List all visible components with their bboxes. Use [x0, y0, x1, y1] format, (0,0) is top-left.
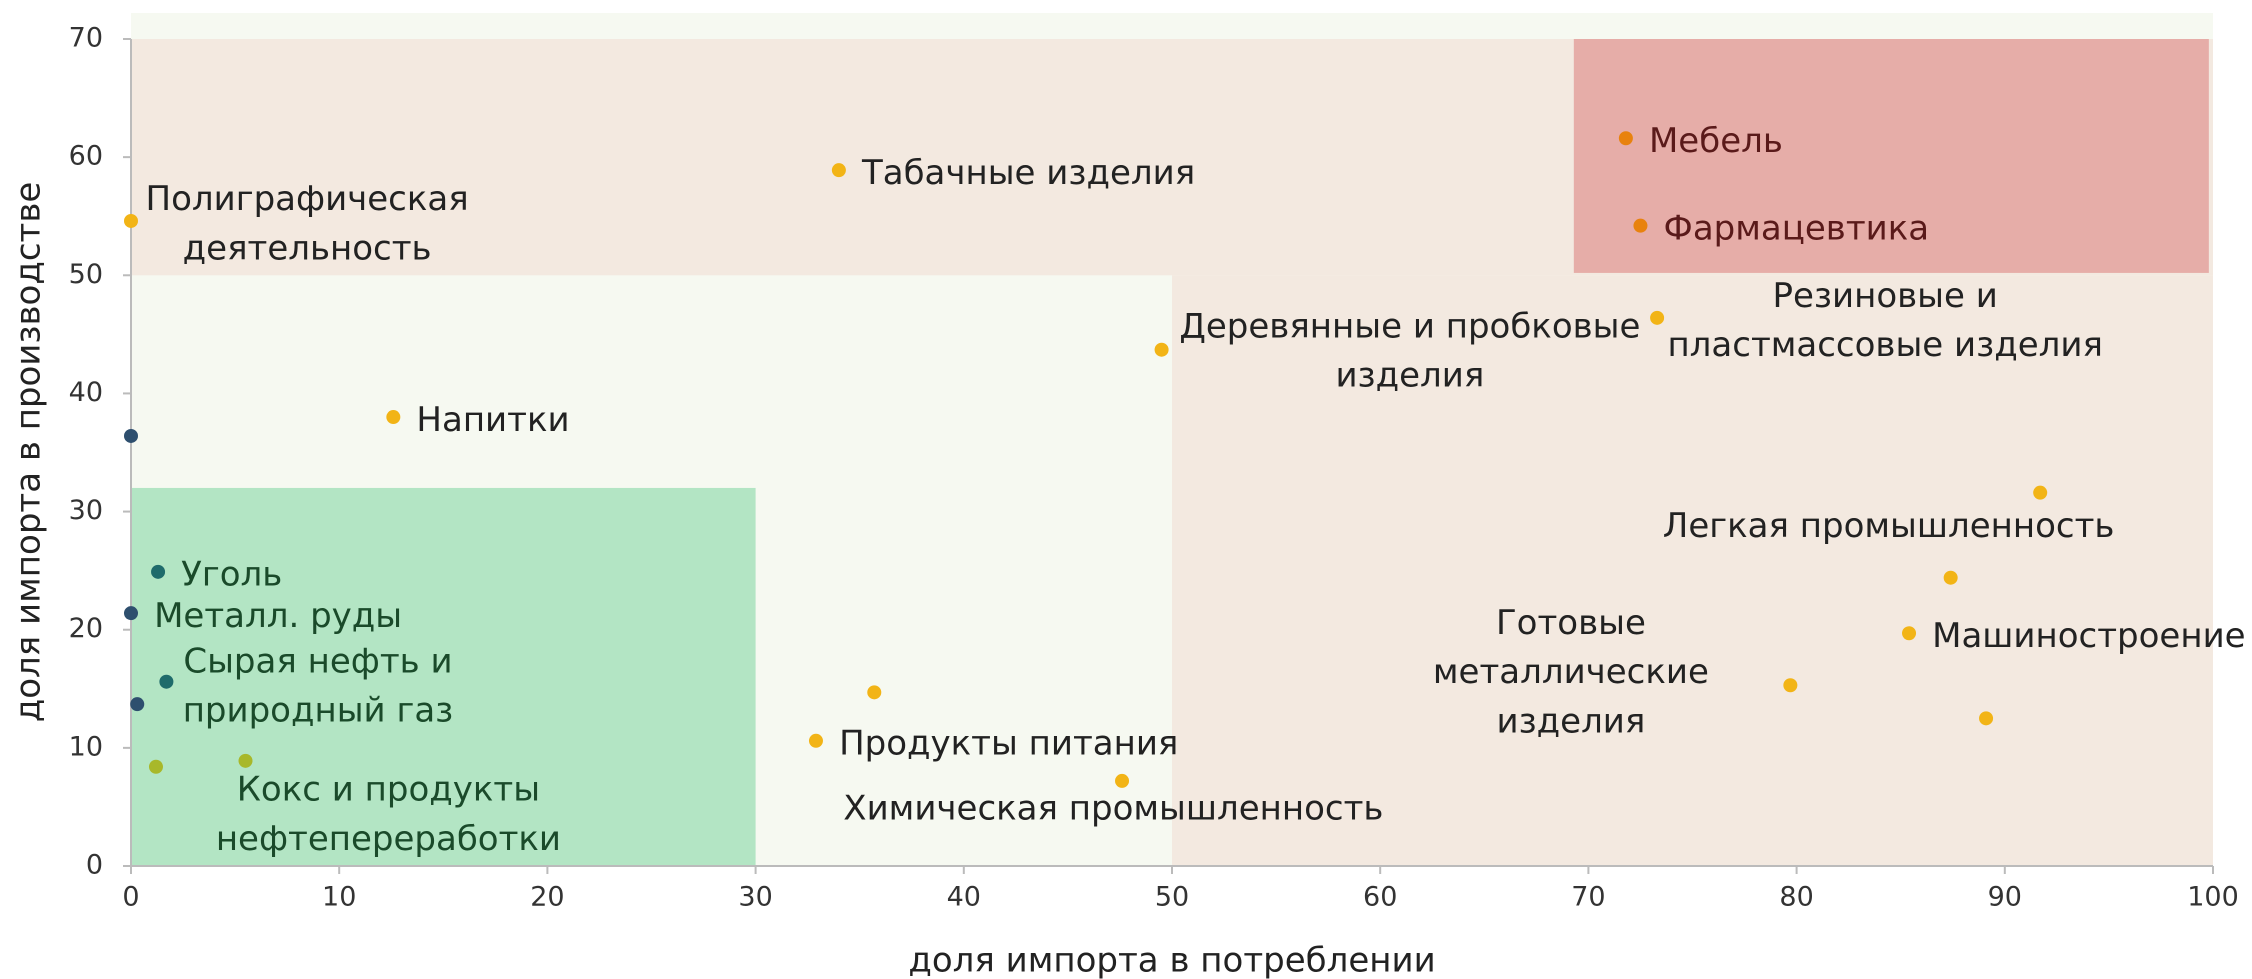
region	[131, 487, 756, 866]
point-label: Полиграфическая	[146, 179, 469, 219]
x-axis-title: доля импорта в потреблении	[908, 941, 1435, 979]
point	[808, 733, 823, 748]
point-label: изделия	[1335, 356, 1484, 396]
region	[1172, 275, 2213, 866]
x-tick-label: 30	[738, 882, 772, 913]
point	[1902, 626, 1917, 641]
point-label: Деревянные и пробковые	[1179, 307, 1640, 347]
point-label: Легкая промышленность	[1663, 506, 2115, 546]
point-label: Уголь	[181, 555, 282, 595]
point	[151, 564, 166, 579]
point-label: деятельность	[183, 228, 432, 268]
point-label: Металл. руды	[154, 596, 402, 636]
y-tick-label: 30	[69, 495, 103, 526]
region	[1573, 39, 2209, 273]
point-label: металлические	[1433, 652, 1709, 692]
point	[1650, 310, 1665, 325]
point-label: изделия	[1496, 701, 1645, 741]
point-label: пластмассовые изделия	[1667, 325, 2102, 365]
point-label: природный газ	[183, 691, 454, 731]
point-label: Химическая промышленность	[843, 788, 1383, 828]
point-label: Мебель	[1649, 121, 1783, 161]
x-tick-label: 80	[1779, 882, 1813, 913]
point	[1154, 342, 1169, 357]
point-label: Кокс и продукты	[237, 770, 540, 810]
point-label: Машиностроение	[1932, 616, 2245, 656]
point	[1618, 131, 1633, 146]
point	[124, 606, 138, 621]
point	[386, 410, 401, 425]
y-tick-label: 70	[69, 23, 103, 54]
point	[148, 759, 163, 774]
point	[1783, 678, 1798, 693]
x-tick-label: 60	[1363, 882, 1397, 913]
x-tick-label: 0	[122, 882, 139, 913]
y-tick-label: 0	[86, 850, 103, 881]
point	[831, 163, 846, 178]
x-tick-label: 40	[947, 882, 981, 913]
x-tick-label: 20	[530, 882, 564, 913]
point	[159, 674, 174, 689]
y-tick-label: 60	[69, 141, 103, 172]
point-label: Напитки	[416, 400, 569, 440]
y-axis-title: доля импорта в производстве	[9, 182, 49, 723]
y-tick-label: 20	[69, 613, 103, 644]
point	[124, 213, 138, 228]
point-label: Резиновые и	[1773, 276, 1998, 316]
point-label: Готовые	[1496, 603, 1646, 643]
point	[130, 697, 145, 712]
x-tick-label: 10	[322, 882, 356, 913]
y-tick-label: 50	[69, 259, 103, 290]
x-tick-label: 90	[1988, 882, 2022, 913]
point	[124, 428, 138, 443]
point	[867, 685, 882, 700]
point	[1633, 218, 1648, 233]
point	[1943, 570, 1958, 585]
point-label: нефтепереработки	[216, 819, 561, 859]
point	[1115, 773, 1130, 788]
point-label: Сырая нефть и	[183, 641, 452, 681]
point	[1979, 711, 1994, 726]
y-tick-label: 10	[69, 731, 103, 762]
point	[2033, 485, 2048, 500]
point-label: Фармацевтика	[1664, 208, 1930, 248]
x-tick-label: 70	[1571, 882, 1605, 913]
x-tick-label: 100	[2187, 882, 2239, 913]
point-label: Продукты питания	[839, 724, 1178, 764]
x-tick-label: 50	[1155, 882, 1189, 913]
point	[238, 753, 253, 768]
point-label: Табачные изделия	[861, 153, 1195, 193]
y-tick-label: 40	[69, 377, 103, 408]
